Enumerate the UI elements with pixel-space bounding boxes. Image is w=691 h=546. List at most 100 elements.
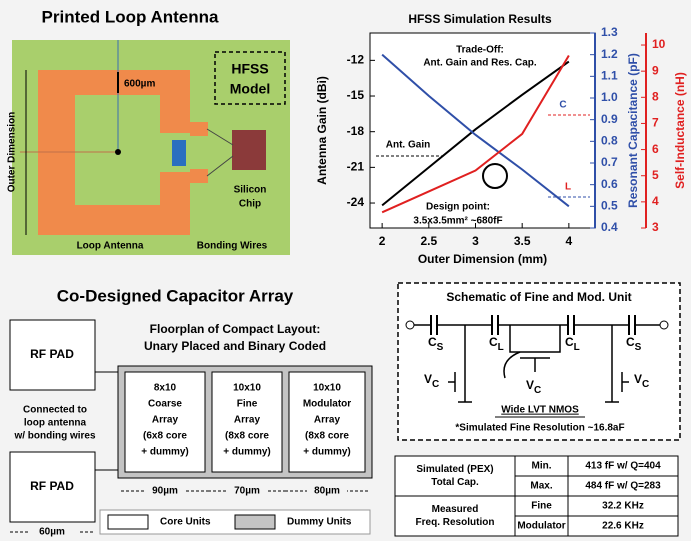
device-label: Wide LVT NMOS — [501, 405, 579, 416]
annotation: Design point: — [426, 202, 490, 213]
series-label: Ant. Gain — [386, 140, 430, 151]
x-tick-label: 3 — [472, 234, 479, 248]
array-label: Fine — [237, 399, 258, 410]
results-table: Simulated (PEX) Total Cap. Min. 413 fF w/ Q… — [395, 456, 678, 536]
array-label: (8x8 core — [225, 431, 269, 442]
x-tick-label: 3.5 — [514, 234, 531, 248]
table-cell-text: Modulator — [517, 521, 565, 532]
y-tick-label: 1.3 — [601, 25, 618, 39]
connection-label: loop antenna — [24, 418, 87, 429]
array-label: Array — [314, 415, 341, 426]
body: {"antenna": {"title": "Printed Loop Ante… — [0, 0, 691, 541]
x-tick-label: 2 — [379, 234, 386, 248]
y-tick-label: 8 — [652, 89, 659, 103]
table-cell-text: Fine — [531, 501, 552, 512]
y-tick-label: 1.1 — [601, 69, 618, 83]
table-cell-text: 32.2 KHz — [602, 501, 644, 512]
dimension-label: 600µm — [124, 79, 155, 90]
y-tick-label: -24 — [347, 195, 365, 209]
table-cell-text: Min. — [532, 461, 552, 472]
array-label: (8x8 core — [305, 431, 349, 442]
array-label: + dummy) — [141, 447, 189, 458]
feed-pad — [190, 169, 208, 183]
note: *Simulated Fine Resolution ~16.8aF — [455, 423, 624, 434]
array-label: Array — [234, 415, 261, 426]
x-tick-label: 4 — [566, 234, 573, 248]
terminal — [406, 321, 414, 329]
annotation: 3.5x3.5mm² ~680fF — [413, 216, 502, 227]
y-tick-label: 9 — [652, 63, 659, 77]
pad-label: RF PAD — [30, 479, 74, 493]
chart-title: HFSS Simulation Results — [408, 12, 552, 26]
array-label: 10x10 — [313, 383, 341, 394]
y-tick-label: -12 — [347, 53, 365, 67]
y-tick-label: 0.7 — [601, 155, 618, 169]
page: Loop antenna and capacitor array body { … — [0, 0, 691, 541]
table-cell — [395, 496, 515, 536]
table-row-header: Freq. Resolution — [416, 517, 495, 528]
dimension-label: 90µm — [152, 486, 178, 497]
legend-swatch — [235, 515, 275, 529]
legend-label: Dummy Units — [287, 517, 352, 528]
y-tick-label: 6 — [652, 142, 659, 156]
part-label: Loop Antenna — [77, 241, 144, 252]
table-row-header: Total Cap. — [431, 477, 479, 488]
dimension-label: 60µm — [39, 527, 65, 538]
y-axis-title: Resonant Capacitance (pF) — [626, 53, 640, 208]
connection-label: Connected to — [23, 405, 87, 416]
y-tick-label: 0.4 — [601, 220, 618, 234]
table-cell-text: Max. — [530, 481, 552, 492]
y-tick-label: 7 — [652, 116, 659, 130]
terminal — [660, 321, 668, 329]
schematic-box — [398, 283, 680, 440]
figure: Printed Loop Antenna 600µm HFSS Model Ou… — [0, 0, 691, 541]
y-tick-label: 1.2 — [601, 47, 618, 61]
model-label: HFSS — [231, 61, 268, 77]
annotation: Trade-Off: — [456, 45, 504, 56]
y-tick-label: 0.6 — [601, 177, 618, 191]
table-row-header: Measured — [432, 504, 479, 515]
series-label: L — [565, 182, 571, 193]
y-tick-label: -15 — [347, 88, 365, 102]
annotation: Ant. Gain and Res. Cap. — [423, 58, 537, 69]
capacitor-block — [172, 140, 186, 166]
y-axis-title: Self-Inductance (nH) — [673, 72, 687, 189]
table-cell-text: 484 fF w/ Q=283 — [585, 481, 661, 492]
silicon-chip — [232, 130, 266, 170]
array-label: (6x8 core — [143, 431, 187, 442]
y-tick-label: 5 — [652, 168, 659, 182]
array-label: Array — [152, 415, 179, 426]
x-tick-label: 2.5 — [420, 234, 437, 248]
table-cell — [395, 456, 515, 496]
probe-point — [115, 149, 121, 155]
schematic-title: Schematic of Fine and Mod. Unit — [446, 290, 631, 304]
part-label: Silicon — [234, 185, 267, 196]
legend-label: Core Units — [160, 517, 211, 528]
dimension-label: Outer Dimension — [7, 112, 18, 193]
array-label: 10x10 — [233, 383, 261, 394]
table-cell-text: 413 fF w/ Q=404 — [585, 461, 661, 472]
part-label: Bonding Wires — [197, 241, 268, 252]
y-tick-label: 3 — [652, 220, 659, 234]
table-row-header: Simulated (PEX) — [416, 464, 493, 475]
pad-label: RF PAD — [30, 347, 74, 361]
y-tick-label: 4 — [652, 194, 659, 208]
floorplan-title: Floorplan of Compact Layout: — [150, 322, 321, 336]
feed-pad — [190, 122, 208, 136]
x-axis-title: Outer Dimension (mm) — [418, 252, 547, 266]
legend-swatch — [108, 515, 148, 529]
y-tick-label: 0.9 — [601, 112, 618, 126]
table-cell-text: 22.6 KHz — [602, 521, 644, 532]
part-label: Chip — [239, 199, 261, 210]
panel-title: Printed Loop Antenna — [42, 7, 219, 26]
floorplan-title: Unary Placed and Binary Coded — [144, 339, 326, 353]
dimension-label: 80µm — [314, 486, 340, 497]
y-tick-label: 0.8 — [601, 134, 618, 148]
connection-label: w/ bonding wires — [13, 431, 96, 442]
array-label: 8x10 — [154, 383, 177, 394]
series-label: C — [559, 100, 566, 111]
array-label: + dummy) — [223, 447, 271, 458]
y-axis-title: Antenna Gain (dBi) — [315, 76, 329, 185]
array-label: Modulator — [303, 399, 351, 410]
y-tick-label: 0.5 — [601, 199, 618, 213]
